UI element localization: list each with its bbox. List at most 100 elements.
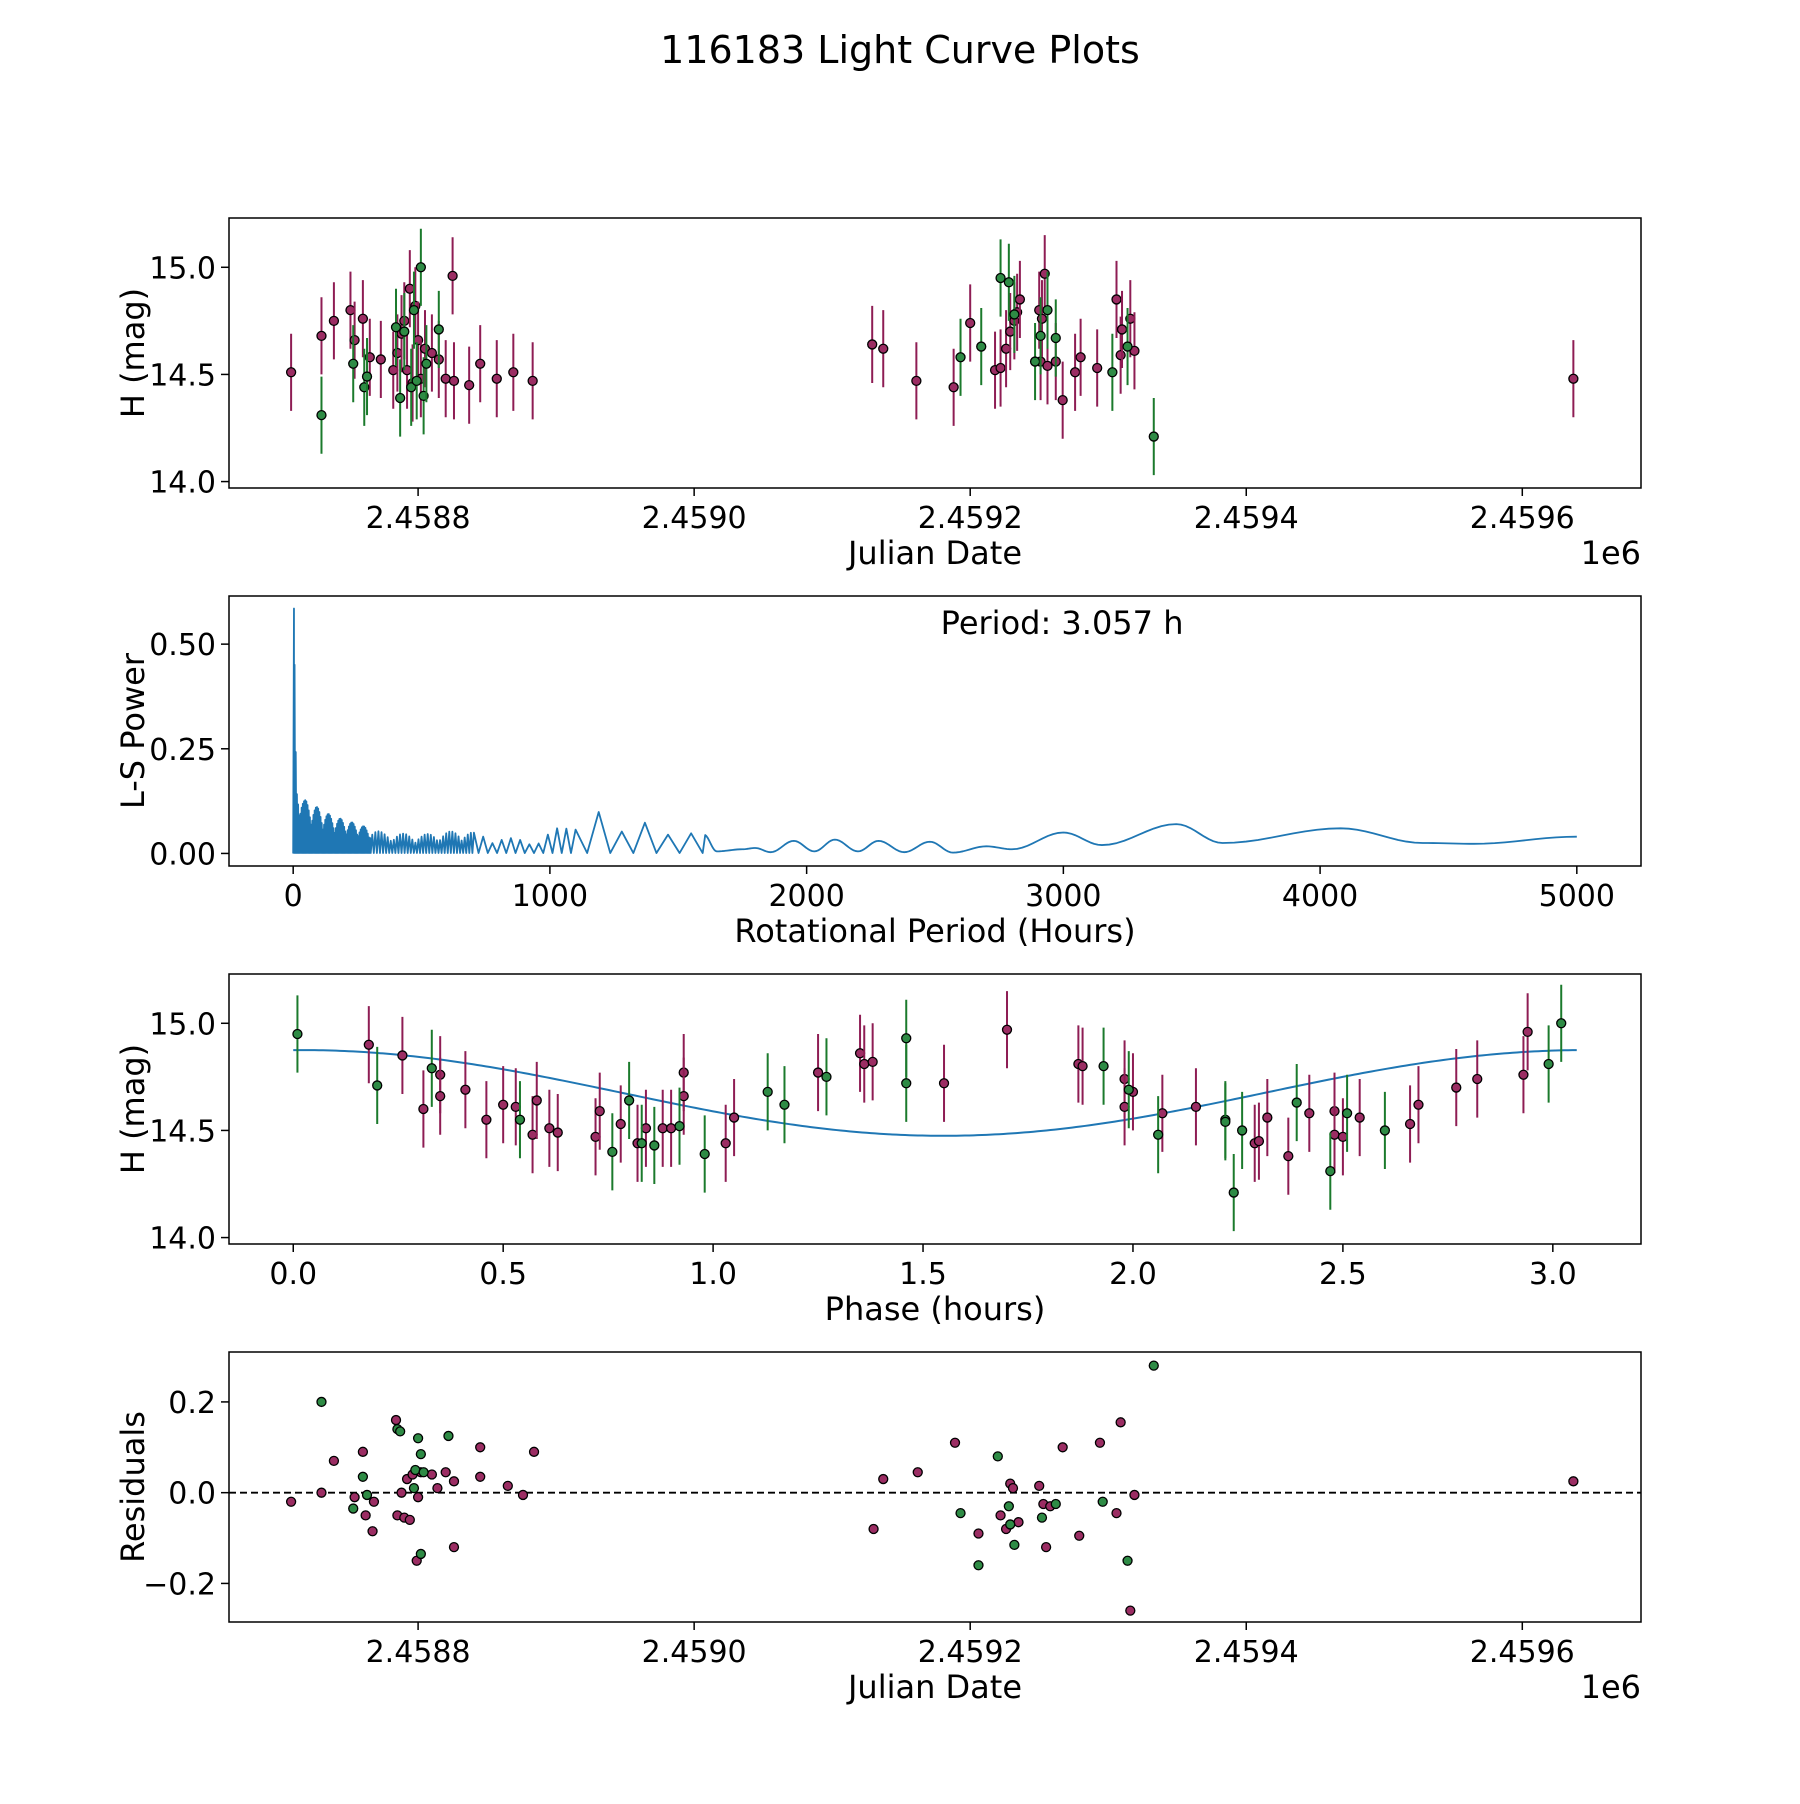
- data-point-o: [1304, 1108, 1315, 1119]
- phased-ylabel: H (mag): [114, 1044, 152, 1174]
- data-point-o: [1404, 1118, 1416, 1130]
- data-point-o: [1014, 294, 1026, 305]
- data-point-g: [607, 1146, 618, 1158]
- data-point-o: [615, 1118, 626, 1130]
- data-point-g: [395, 392, 406, 404]
- residuals-xlabel: Julian Date: [846, 1668, 1022, 1706]
- data-point-g: [901, 1033, 912, 1044]
- data-point-g: [1003, 1501, 1014, 1512]
- data-point-o: [448, 375, 460, 387]
- data-point-o: [1074, 1530, 1085, 1541]
- data-point-g: [412, 1433, 424, 1444]
- data-point-g: [674, 1120, 685, 1132]
- data-point-g: [1003, 277, 1014, 288]
- data-point-o: [363, 1039, 374, 1050]
- data-point-g: [361, 1489, 373, 1501]
- phased-xtick-label: 1.5: [899, 1257, 947, 1292]
- lightcurve-xtick-label: 2.4590: [642, 501, 747, 536]
- data-point-o: [812, 1067, 824, 1078]
- data-point-g: [1153, 1129, 1164, 1140]
- fit-curve: [293, 1049, 1577, 1137]
- data-point-o: [464, 379, 475, 391]
- data-point-o: [859, 1058, 870, 1070]
- data-point-g: [1050, 1498, 1061, 1510]
- data-point-o: [1262, 1112, 1273, 1123]
- data-point-o: [527, 375, 538, 387]
- data-point-o: [517, 1489, 529, 1501]
- data-point-o: [528, 1446, 540, 1457]
- data-point-o: [527, 1129, 538, 1140]
- data-point-o: [397, 1050, 408, 1061]
- data-point-o: [432, 1482, 443, 1494]
- data-point-g: [955, 352, 966, 363]
- data-point-g: [426, 1063, 437, 1074]
- data-point-o: [938, 1078, 950, 1089]
- data-point-o: [973, 1528, 984, 1539]
- data-point-o: [878, 1473, 889, 1485]
- data-point-o: [728, 1112, 740, 1123]
- data-point-o: [1007, 1482, 1019, 1494]
- data-point-g: [649, 1140, 660, 1151]
- data-point-o: [316, 1487, 327, 1498]
- data-point-o: [1092, 362, 1103, 374]
- data-point-o: [448, 1541, 460, 1553]
- data-point-o: [404, 1514, 415, 1526]
- data-point-g: [415, 1548, 427, 1560]
- data-point-g: [1543, 1058, 1554, 1070]
- residuals-panel: 2.4588 2.4590 2.4592 2.4594 2.4596 −0.2 0.0 0.2…: [114, 1351, 1642, 1706]
- data-point-g: [1009, 309, 1020, 320]
- data-point-g: [1122, 1555, 1133, 1566]
- data-point-o: [1116, 324, 1128, 335]
- data-point-o: [435, 1090, 446, 1102]
- periodogram-xtick-label: 4000: [1282, 879, 1358, 914]
- period-annotation: Period: 3.057 h: [941, 604, 1184, 642]
- phased-ytick-label: 14.5: [149, 1114, 216, 1149]
- lightcurve-xtick-label: 2.4596: [1470, 501, 1575, 536]
- data-point-o: [475, 1442, 486, 1453]
- periodogram-xtick-label: 2000: [768, 879, 844, 914]
- data-point-o: [285, 367, 297, 378]
- data-point-o: [390, 1414, 402, 1426]
- data-point-g: [992, 1451, 1003, 1462]
- phased-xtick-label: 0.0: [269, 1257, 317, 1292]
- residuals-frame: [228, 1351, 1642, 1623]
- data-point-g: [372, 1080, 383, 1091]
- data-point-o: [1111, 294, 1122, 305]
- data-point-g: [976, 341, 987, 352]
- data-point-o: [912, 1467, 923, 1478]
- data-point-g: [1005, 1519, 1016, 1530]
- lightcurve-xtick-label: 2.4588: [366, 501, 471, 536]
- lightcurve-panel: 2.4588 2.4590 2.4592 2.4594 2.4596 14.0 14.5 15…: [114, 217, 1642, 572]
- residuals-xtick-label: 2.4596: [1470, 1635, 1575, 1670]
- data-point-o: [995, 362, 1006, 374]
- data-point-g: [1042, 304, 1053, 316]
- periodogram-frame: [228, 595, 1642, 867]
- data-point-o: [1354, 1112, 1365, 1123]
- data-point-o: [720, 1138, 731, 1149]
- data-point-o: [368, 1496, 380, 1507]
- phased-ytick-label: 14.0: [149, 1222, 216, 1257]
- phased-xtick-label: 2.5: [1319, 1257, 1367, 1292]
- data-point-g: [1036, 1512, 1048, 1523]
- data-point-o: [418, 1103, 429, 1115]
- data-point-g: [410, 1464, 421, 1476]
- data-point-g: [1236, 1125, 1248, 1136]
- data-point-o: [995, 1510, 1006, 1521]
- data-point-o: [1329, 1129, 1340, 1140]
- data-point-o: [878, 343, 889, 354]
- data-point-g: [395, 1426, 406, 1437]
- data-point-o: [1129, 1489, 1140, 1501]
- data-point-o: [1568, 1476, 1579, 1487]
- phased-xtick-label: 0.5: [479, 1257, 527, 1292]
- data-point-g: [1341, 1108, 1353, 1119]
- data-point-o: [531, 1095, 542, 1106]
- data-point-g: [1035, 330, 1046, 342]
- periodogram-ytick-label: 0.50: [149, 628, 216, 663]
- data-point-o: [508, 367, 519, 378]
- data-point-g: [415, 1448, 427, 1460]
- data-point-o: [867, 1056, 878, 1068]
- data-point-o: [1125, 1605, 1136, 1616]
- data-point-g: [399, 326, 410, 337]
- data-point-o: [285, 1496, 297, 1507]
